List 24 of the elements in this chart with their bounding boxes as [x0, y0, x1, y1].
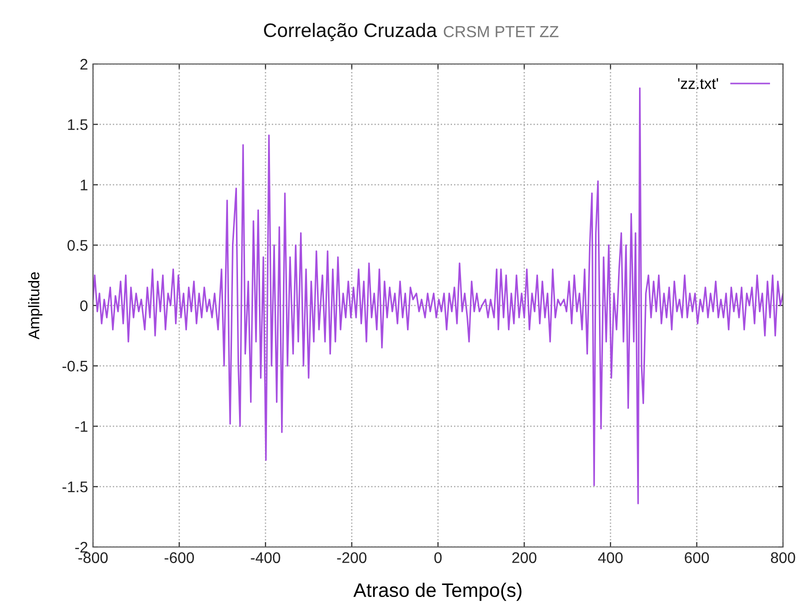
y-tick-label: 1 [80, 180, 88, 190]
y-tick-label: 0.5 [68, 240, 88, 251]
x-tick-label: 200 [512, 552, 536, 564]
legend-label: 'zz.txt' [678, 78, 718, 89]
x-tick-label: 600 [684, 552, 709, 564]
y-tick-label: -2 [75, 542, 88, 553]
x-tick-label: -400 [250, 552, 280, 564]
x-tick-label: 0 [434, 552, 442, 564]
chart-title: Correlação Cruzada [264, 22, 438, 42]
y-tick-label: -0.5 [62, 360, 88, 372]
x-tick-label: -600 [164, 552, 194, 564]
y-tick-label: 1.5 [68, 119, 88, 130]
y-tick-label: -1.5 [62, 482, 88, 492]
chart-subtitle: CRSM PTET ZZ [444, 26, 558, 38]
y-axis-title: Amplitude [28, 272, 42, 340]
x-tick-label: 400 [598, 552, 623, 564]
line-series [93, 87, 783, 504]
y-tick-label: -1 [75, 421, 88, 432]
x-axis-title: Atraso de Tempo(s) [353, 582, 522, 601]
x-tick-label: -200 [337, 552, 366, 564]
y-tick-label: 2 [80, 58, 88, 70]
x-tick-label: 800 [770, 552, 796, 564]
y-tick-label: 0 [80, 300, 88, 312]
x-tick-label: -800 [78, 552, 108, 564]
